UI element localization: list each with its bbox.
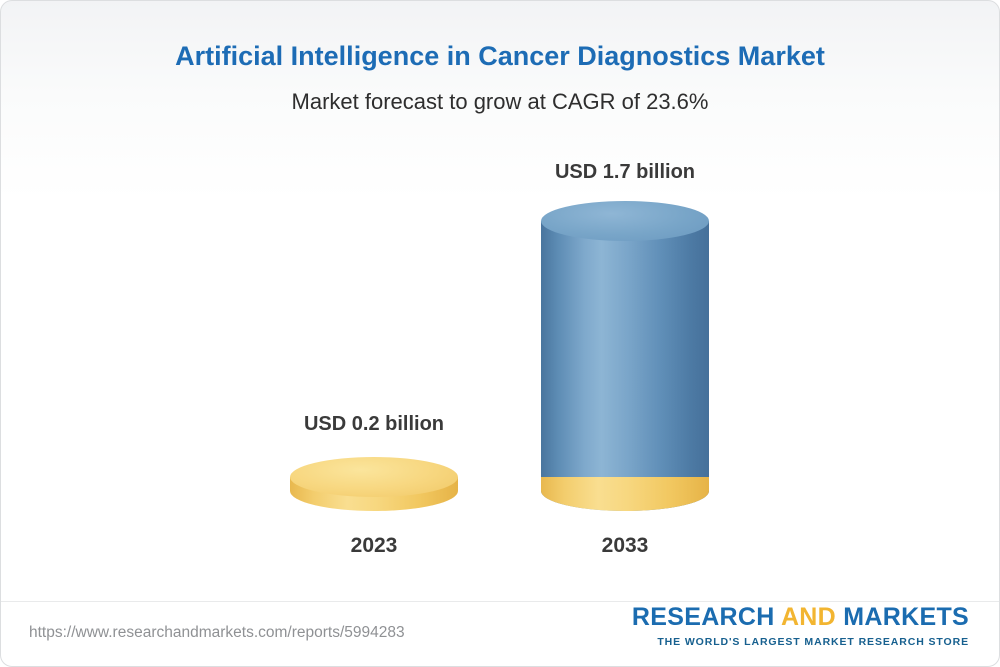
- page-title: Artificial Intelligence in Cancer Diagno…: [175, 41, 825, 71]
- bar-2023-cylinder-top: [290, 457, 458, 497]
- bar-2033-cylinder: [541, 201, 709, 511]
- logo-word-markets: MARKETS: [843, 603, 969, 631]
- x-axis-label-2023: 2023: [350, 534, 398, 557]
- logo-word-and: AND: [780, 603, 837, 631]
- footer-divider: [1, 601, 999, 602]
- brand-logo-wordmark: RESEARCH AND MARKETS: [632, 603, 969, 632]
- x-axis-label-2033: 2033: [601, 534, 649, 557]
- bar-2033-value-label: USD 1.7 billion: [554, 161, 696, 183]
- logo-word-research: RESEARCH: [631, 603, 775, 631]
- bar-2023-value-label: USD 0.2 billion: [303, 413, 445, 435]
- brand-logo: RESEARCH AND MARKETS THE WORLD'S LARGEST…: [632, 603, 969, 648]
- bar-2033-yellow-base-band: [541, 477, 709, 511]
- brand-tagline: THE WORLD'S LARGEST MARKET RESEARCH STOR…: [657, 636, 969, 648]
- bar-2023-cylinder: [290, 457, 458, 511]
- page-subtitle: Market forecast to grow at CAGR of 23.6%: [291, 89, 709, 114]
- bar-2033-cylinder-top: [541, 201, 709, 241]
- source-url: https://www.researchandmarkets.com/repor…: [29, 624, 405, 641]
- bar-2033-cylinder-body: [541, 221, 709, 511]
